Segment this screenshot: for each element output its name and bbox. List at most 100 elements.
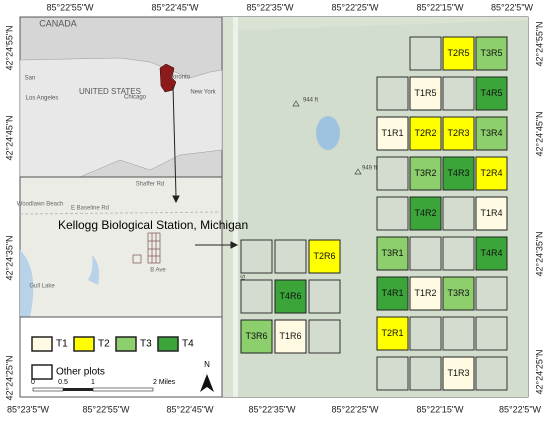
axis-label: 42°24'55"N bbox=[534, 21, 544, 66]
axis-label: 42°24'45"N bbox=[534, 111, 544, 156]
other-plot bbox=[442, 196, 475, 231]
other-plot bbox=[475, 316, 508, 351]
legend-swatch bbox=[157, 336, 179, 352]
plot-label: T4R1 bbox=[381, 288, 403, 298]
overview-label: San bbox=[25, 76, 36, 82]
plot-label: T4R6 bbox=[279, 291, 301, 301]
arrows bbox=[172, 85, 239, 249]
plot-label: T3R3 bbox=[447, 288, 469, 298]
legend-label: T3 bbox=[140, 339, 152, 350]
map-label: 944 ft bbox=[303, 98, 318, 104]
plot bbox=[475, 196, 508, 231]
plot-label: T1R1 bbox=[381, 128, 403, 138]
plot-label: T4R2 bbox=[414, 208, 436, 218]
map-label: 949 ft bbox=[362, 166, 377, 172]
other-plot bbox=[442, 236, 475, 271]
plot-label: T1R4 bbox=[480, 208, 502, 218]
plot bbox=[475, 76, 508, 111]
plot bbox=[376, 316, 409, 351]
plot bbox=[409, 76, 442, 111]
other-plot bbox=[376, 76, 409, 111]
scale-label: 1 bbox=[91, 379, 95, 386]
plot-label: T3R2 bbox=[414, 168, 436, 178]
legend-label: T4 bbox=[182, 339, 194, 350]
plot-label: T2R6 bbox=[313, 251, 335, 261]
plot-label: T2R2 bbox=[414, 128, 436, 138]
plot-label: T1R5 bbox=[414, 88, 436, 98]
scale-bar bbox=[32, 387, 154, 392]
plot-label: T3R6 bbox=[245, 331, 267, 341]
road bbox=[19, 211, 223, 215]
plot bbox=[409, 156, 442, 191]
legend-label: Other plots bbox=[56, 367, 105, 378]
axis-label: 85°22'45"W bbox=[166, 404, 214, 414]
plot bbox=[442, 276, 475, 311]
axis-label: 85°22'45"W bbox=[151, 2, 199, 12]
overview-label: Toronto bbox=[170, 75, 191, 81]
legend-swatch bbox=[31, 364, 53, 380]
scale-label: 2 Miles bbox=[153, 379, 176, 386]
other-plot bbox=[409, 236, 442, 271]
axis-label: 85°22'15"W bbox=[416, 2, 464, 12]
north-arrow bbox=[200, 374, 214, 392]
site-label: Gull Lake bbox=[29, 284, 55, 290]
plot bbox=[409, 276, 442, 311]
axis-label: 42°24'35"N bbox=[534, 231, 544, 276]
axis-label: 85°22'55"W bbox=[46, 2, 94, 12]
other-plot bbox=[475, 276, 508, 311]
axis-label: 85°22'35"W bbox=[248, 404, 296, 414]
overview-label: CANADA bbox=[39, 18, 77, 28]
plot bbox=[274, 319, 307, 354]
plot bbox=[308, 239, 341, 274]
plot bbox=[475, 36, 508, 71]
other-plot bbox=[376, 196, 409, 231]
north-label: N bbox=[204, 360, 210, 369]
other-plot bbox=[442, 76, 475, 111]
plot-label: T4R3 bbox=[447, 168, 469, 178]
plot-label: T4R4 bbox=[480, 248, 502, 258]
legend-label: T1 bbox=[56, 339, 68, 350]
plot bbox=[475, 116, 508, 151]
plot-label: T3R1 bbox=[381, 248, 403, 258]
legend-swatch bbox=[73, 336, 95, 352]
plot bbox=[442, 36, 475, 71]
overview-label: Chicago bbox=[124, 95, 147, 101]
other-plot bbox=[274, 239, 307, 274]
site-grid bbox=[132, 232, 161, 264]
other-plot bbox=[308, 279, 341, 314]
plot-label: T2R5 bbox=[447, 48, 469, 58]
plot-label: T3R5 bbox=[480, 48, 502, 58]
lake bbox=[20, 250, 34, 317]
site-label: Shaffer Rd bbox=[136, 182, 165, 188]
axis-label: 42°24'25"N bbox=[534, 349, 544, 394]
axis-label: 85°22'15"W bbox=[416, 404, 464, 414]
other-plot bbox=[376, 356, 409, 391]
plot bbox=[376, 236, 409, 271]
other-plot bbox=[240, 279, 273, 314]
overview-label: UNITED STATES bbox=[79, 87, 141, 96]
axis-label: 42°24'35"N bbox=[4, 235, 14, 280]
scale-label: 0 bbox=[31, 379, 35, 386]
site-map bbox=[19, 176, 223, 318]
pond bbox=[316, 116, 340, 150]
site-label: E Baseline Rd bbox=[71, 206, 109, 212]
plot bbox=[376, 276, 409, 311]
axis-label: 85°22'25"W bbox=[331, 404, 379, 414]
lake bbox=[88, 255, 100, 285]
overview-label: New York bbox=[190, 90, 216, 96]
elevation-marks bbox=[292, 100, 362, 175]
other-plot bbox=[409, 316, 442, 351]
plot bbox=[475, 236, 508, 271]
other-plot bbox=[409, 36, 442, 71]
plot bbox=[274, 279, 307, 314]
plot-label: T2R3 bbox=[447, 128, 469, 138]
other-plot bbox=[240, 239, 273, 274]
plot-label: T4R5 bbox=[480, 88, 502, 98]
plot bbox=[442, 156, 475, 191]
plot bbox=[409, 116, 442, 151]
plot bbox=[475, 156, 508, 191]
site-label: Woodlawn Beach bbox=[17, 202, 64, 208]
legend-label: T2 bbox=[98, 339, 110, 350]
plot bbox=[442, 116, 475, 151]
